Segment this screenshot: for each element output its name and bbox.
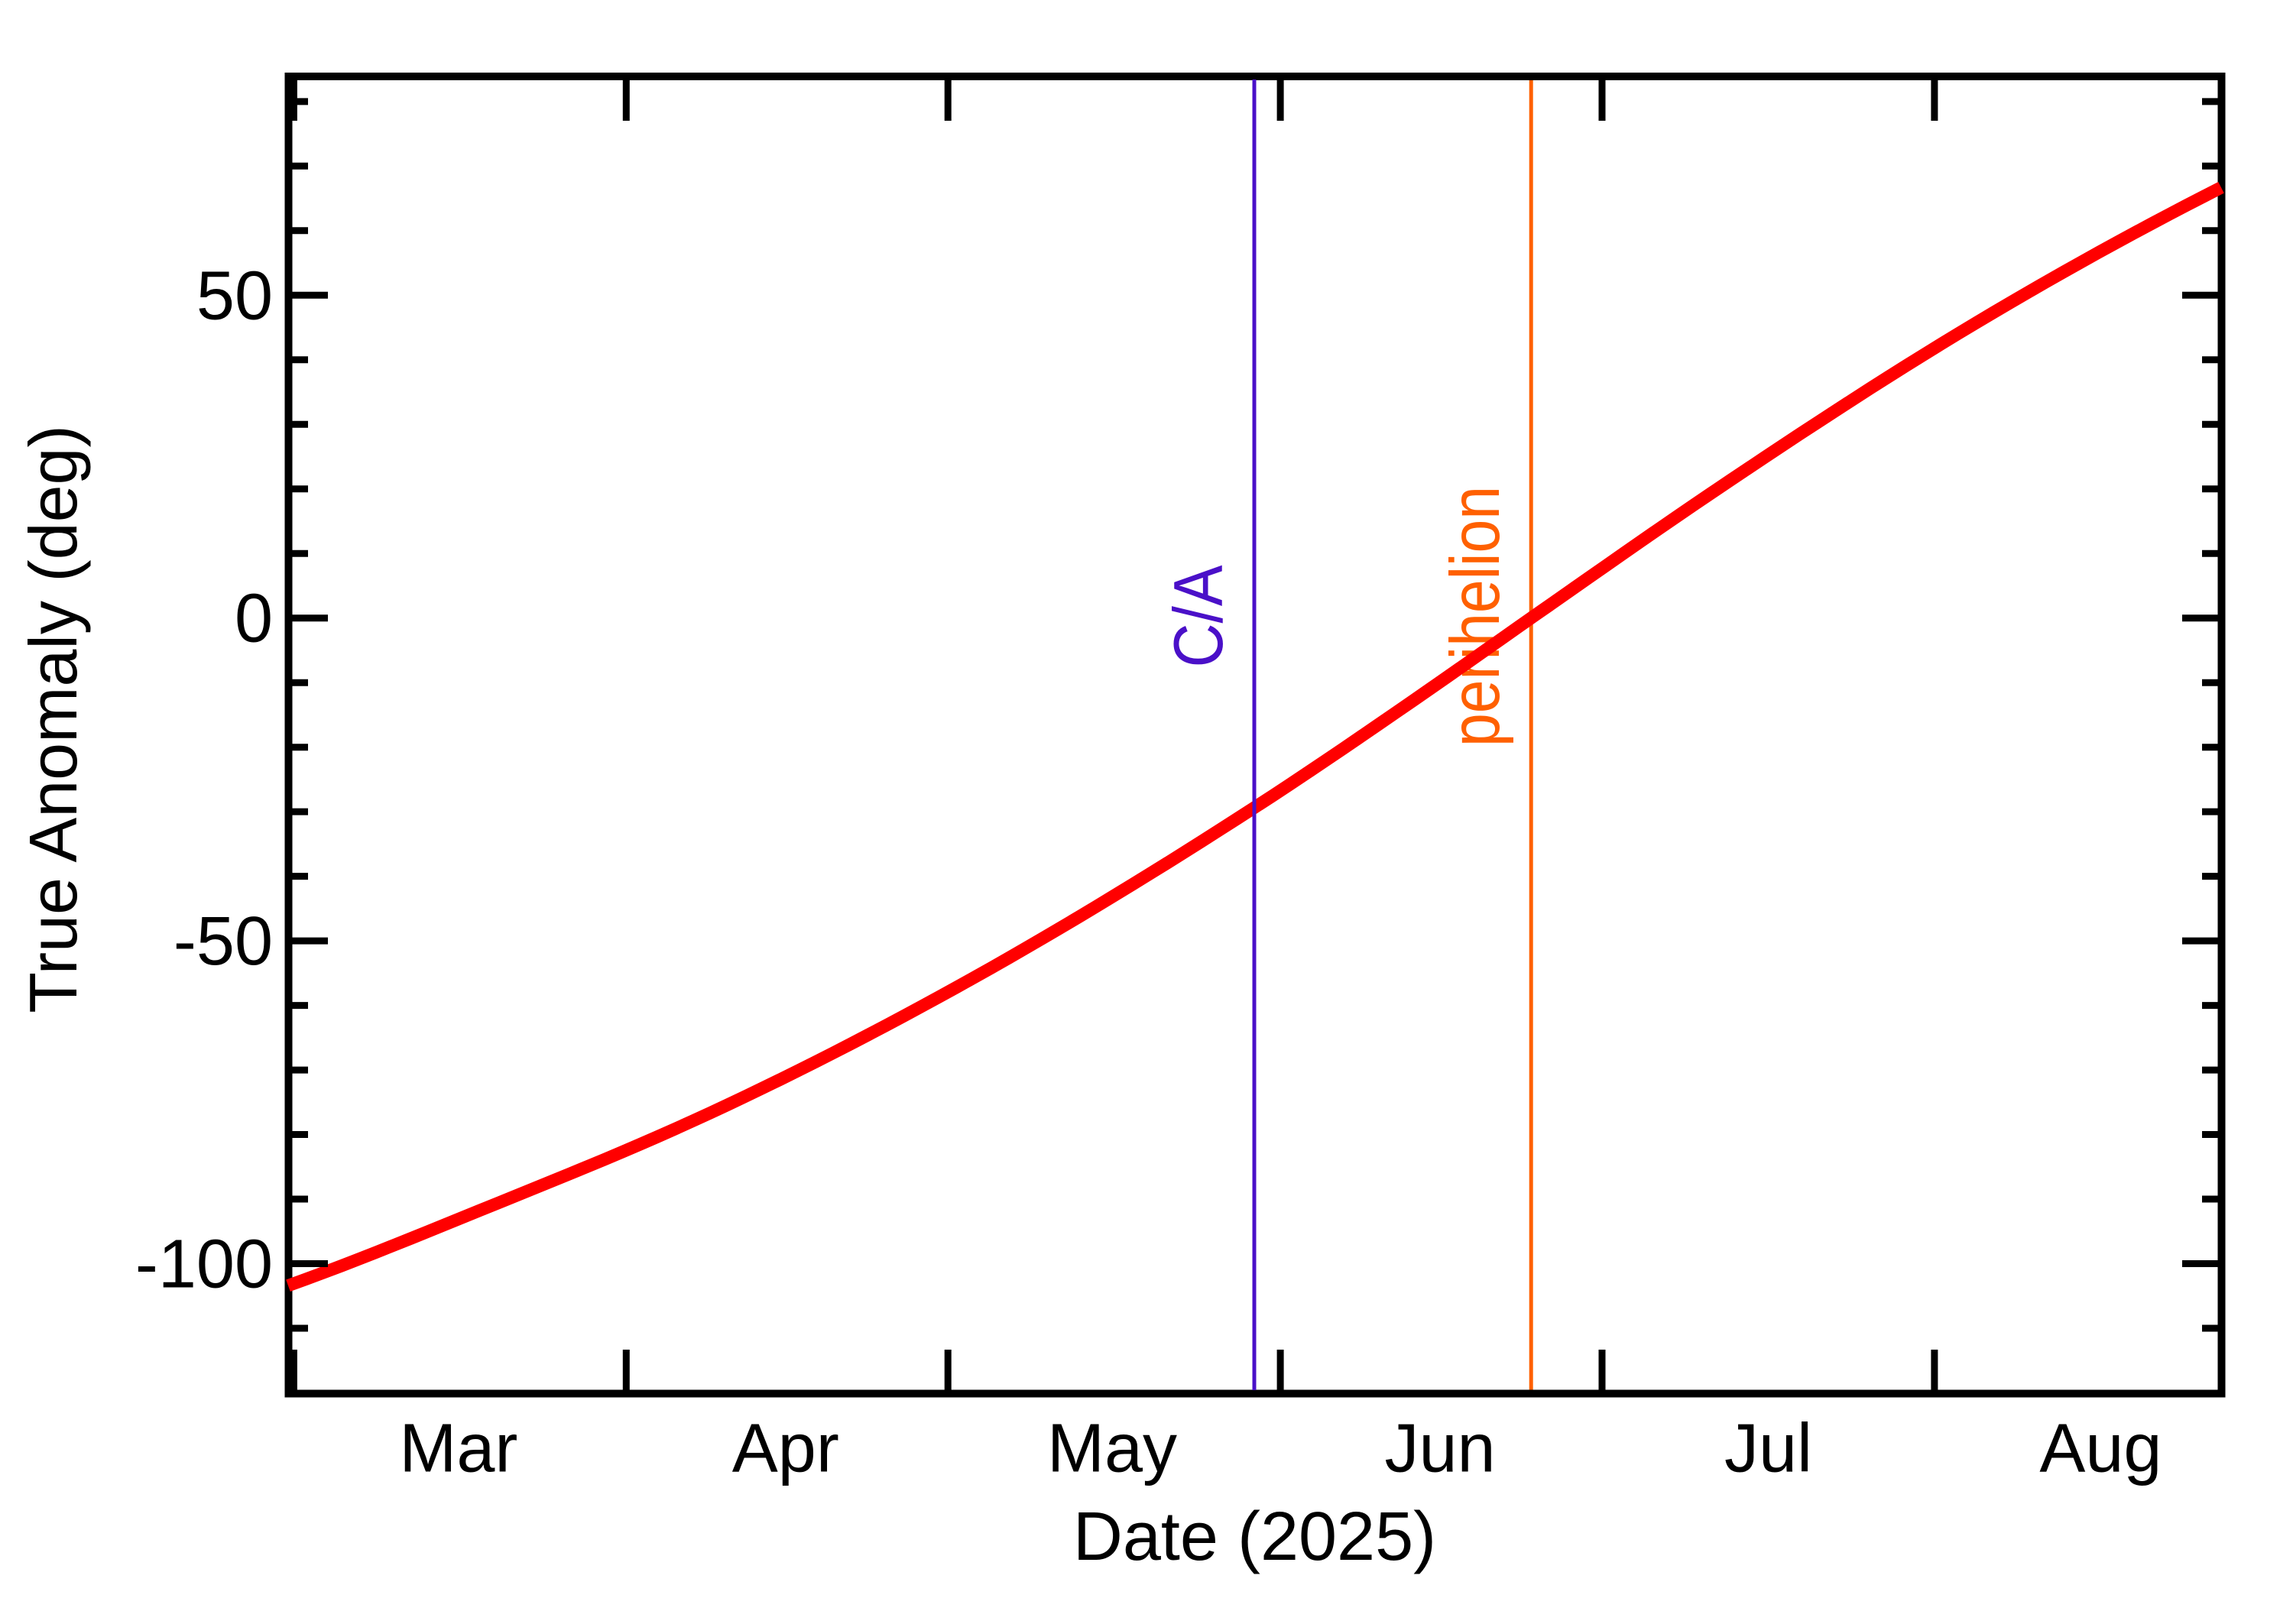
- svg-text:May: May: [1047, 1411, 1177, 1487]
- svg-text:Mar: Mar: [399, 1411, 517, 1487]
- svg-text:C/A: C/A: [1160, 565, 1237, 667]
- svg-text:-100: -100: [135, 1227, 273, 1303]
- svg-text:Jun: Jun: [1384, 1411, 1495, 1487]
- svg-text:Aug: Aug: [2039, 1411, 2162, 1487]
- svg-text:0: 0: [235, 581, 273, 657]
- svg-text:-50: -50: [174, 903, 273, 980]
- svg-text:Jul: Jul: [1724, 1411, 1812, 1487]
- svg-text:True Anomaly (deg): True Anomaly (deg): [15, 425, 91, 1013]
- svg-text:50: 50: [196, 258, 273, 334]
- svg-text:Apr: Apr: [732, 1411, 839, 1487]
- svg-text:perihelion: perihelion: [1437, 486, 1514, 747]
- svg-text:Date (2025): Date (2025): [1073, 1499, 1436, 1575]
